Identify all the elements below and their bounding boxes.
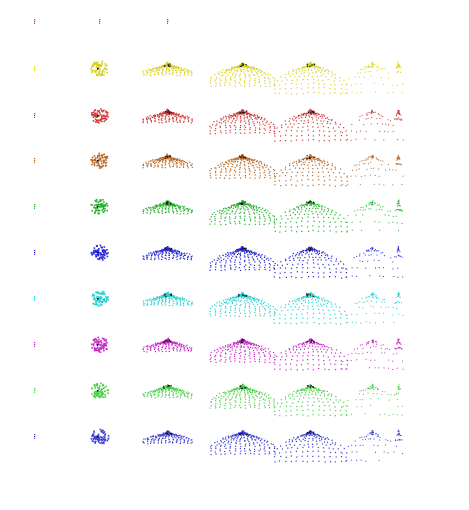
firework-cyan-stage-6 <box>341 292 404 324</box>
firework-cyan-stage-1 <box>34 296 36 301</box>
firework-cyan-stage-7 <box>394 292 402 304</box>
firework-periwinkle-stage-4 <box>210 430 276 456</box>
firework-light-green-stage-4 <box>209 383 275 409</box>
firework-yellow-stage-4 <box>209 62 276 87</box>
firework-magenta-stage-5 <box>274 338 348 371</box>
firework-red-stage-7 <box>394 109 403 121</box>
firework-magenta-stage-1 <box>34 342 36 347</box>
firework-periwinkle-stage-6 <box>341 429 404 462</box>
firework-blue-stage-3 <box>142 246 193 261</box>
firework-red-stage-4 <box>209 109 276 135</box>
firework-light-green-stage-5 <box>274 384 348 417</box>
firework-periwinkle-stage-2 <box>90 428 110 445</box>
firework-header-red-stage-3 <box>167 19 169 24</box>
firework-brown-stage-5 <box>274 154 348 187</box>
firework-header-red-stage-1 <box>34 19 36 24</box>
firework-brown-stage-3 <box>142 153 193 169</box>
firework-red-stage-1 <box>34 113 36 118</box>
firework-green-stage-7 <box>395 199 403 212</box>
firework-green-stage-6 <box>346 200 403 232</box>
firework-red-stage-3 <box>142 108 193 124</box>
firework-red-stage-6 <box>342 109 404 141</box>
firework-green-stage-3 <box>142 200 193 215</box>
firework-yellow-stage-1 <box>34 66 36 71</box>
firework-brown-stage-6 <box>342 154 404 186</box>
firework-yellow-stage-3 <box>142 61 193 77</box>
firework-cyan-stage-4 <box>209 292 276 317</box>
firework-brown-stage-1 <box>34 158 36 163</box>
firework-cyan-stage-5 <box>273 291 348 325</box>
firework-light-green-stage-7 <box>393 384 401 396</box>
firework-yellow-stage-7 <box>395 61 402 73</box>
firework-brown-stage-7 <box>395 154 402 166</box>
firework-periwinkle-stage-3 <box>142 430 193 445</box>
firework-periwinkle-stage-7 <box>394 429 403 442</box>
firework-magenta-stage-4 <box>209 338 276 364</box>
firework-brown-stage-4 <box>209 153 276 179</box>
firework-blue-stage-5 <box>273 246 347 279</box>
firework-red-stage-2 <box>91 108 109 124</box>
firework-cyan-stage-2 <box>91 290 109 307</box>
firework-light-green-stage-3 <box>142 384 193 399</box>
firework-yellow-stage-5 <box>273 61 348 95</box>
firework-periwinkle-stage-1 <box>34 434 36 439</box>
firework-yellow-stage-6 <box>342 61 404 94</box>
firework-yellow-stage-2 <box>90 60 108 77</box>
firework-light-green-stage-1 <box>34 388 36 393</box>
firework-periwinkle-stage-5 <box>273 430 348 463</box>
firework-brown-stage-2 <box>90 152 109 169</box>
firework-green-stage-2 <box>90 198 109 215</box>
firework-magenta-stage-2 <box>91 336 108 353</box>
firework-blue-stage-2 <box>90 244 109 261</box>
firework-magenta-stage-3 <box>142 337 193 353</box>
firework-light-green-stage-2 <box>91 382 110 399</box>
firework-cyan-stage-3 <box>142 291 193 307</box>
firework-green-stage-4 <box>209 199 276 226</box>
firework-blue-stage-4 <box>209 246 276 271</box>
firework-header-red-stage-2 <box>99 19 101 24</box>
firework-red-stage-5 <box>273 108 348 142</box>
firework-blue-stage-6 <box>342 246 404 278</box>
firework-light-green-stage-6 <box>341 383 403 416</box>
firework-green-stage-5 <box>273 200 348 233</box>
firework-magenta-stage-7 <box>394 338 403 350</box>
firework-green-stage-1 <box>34 204 36 209</box>
firework-magenta-stage-6 <box>341 339 404 370</box>
firework-blue-stage-1 <box>34 250 36 255</box>
firework-blue-stage-7 <box>394 246 403 258</box>
